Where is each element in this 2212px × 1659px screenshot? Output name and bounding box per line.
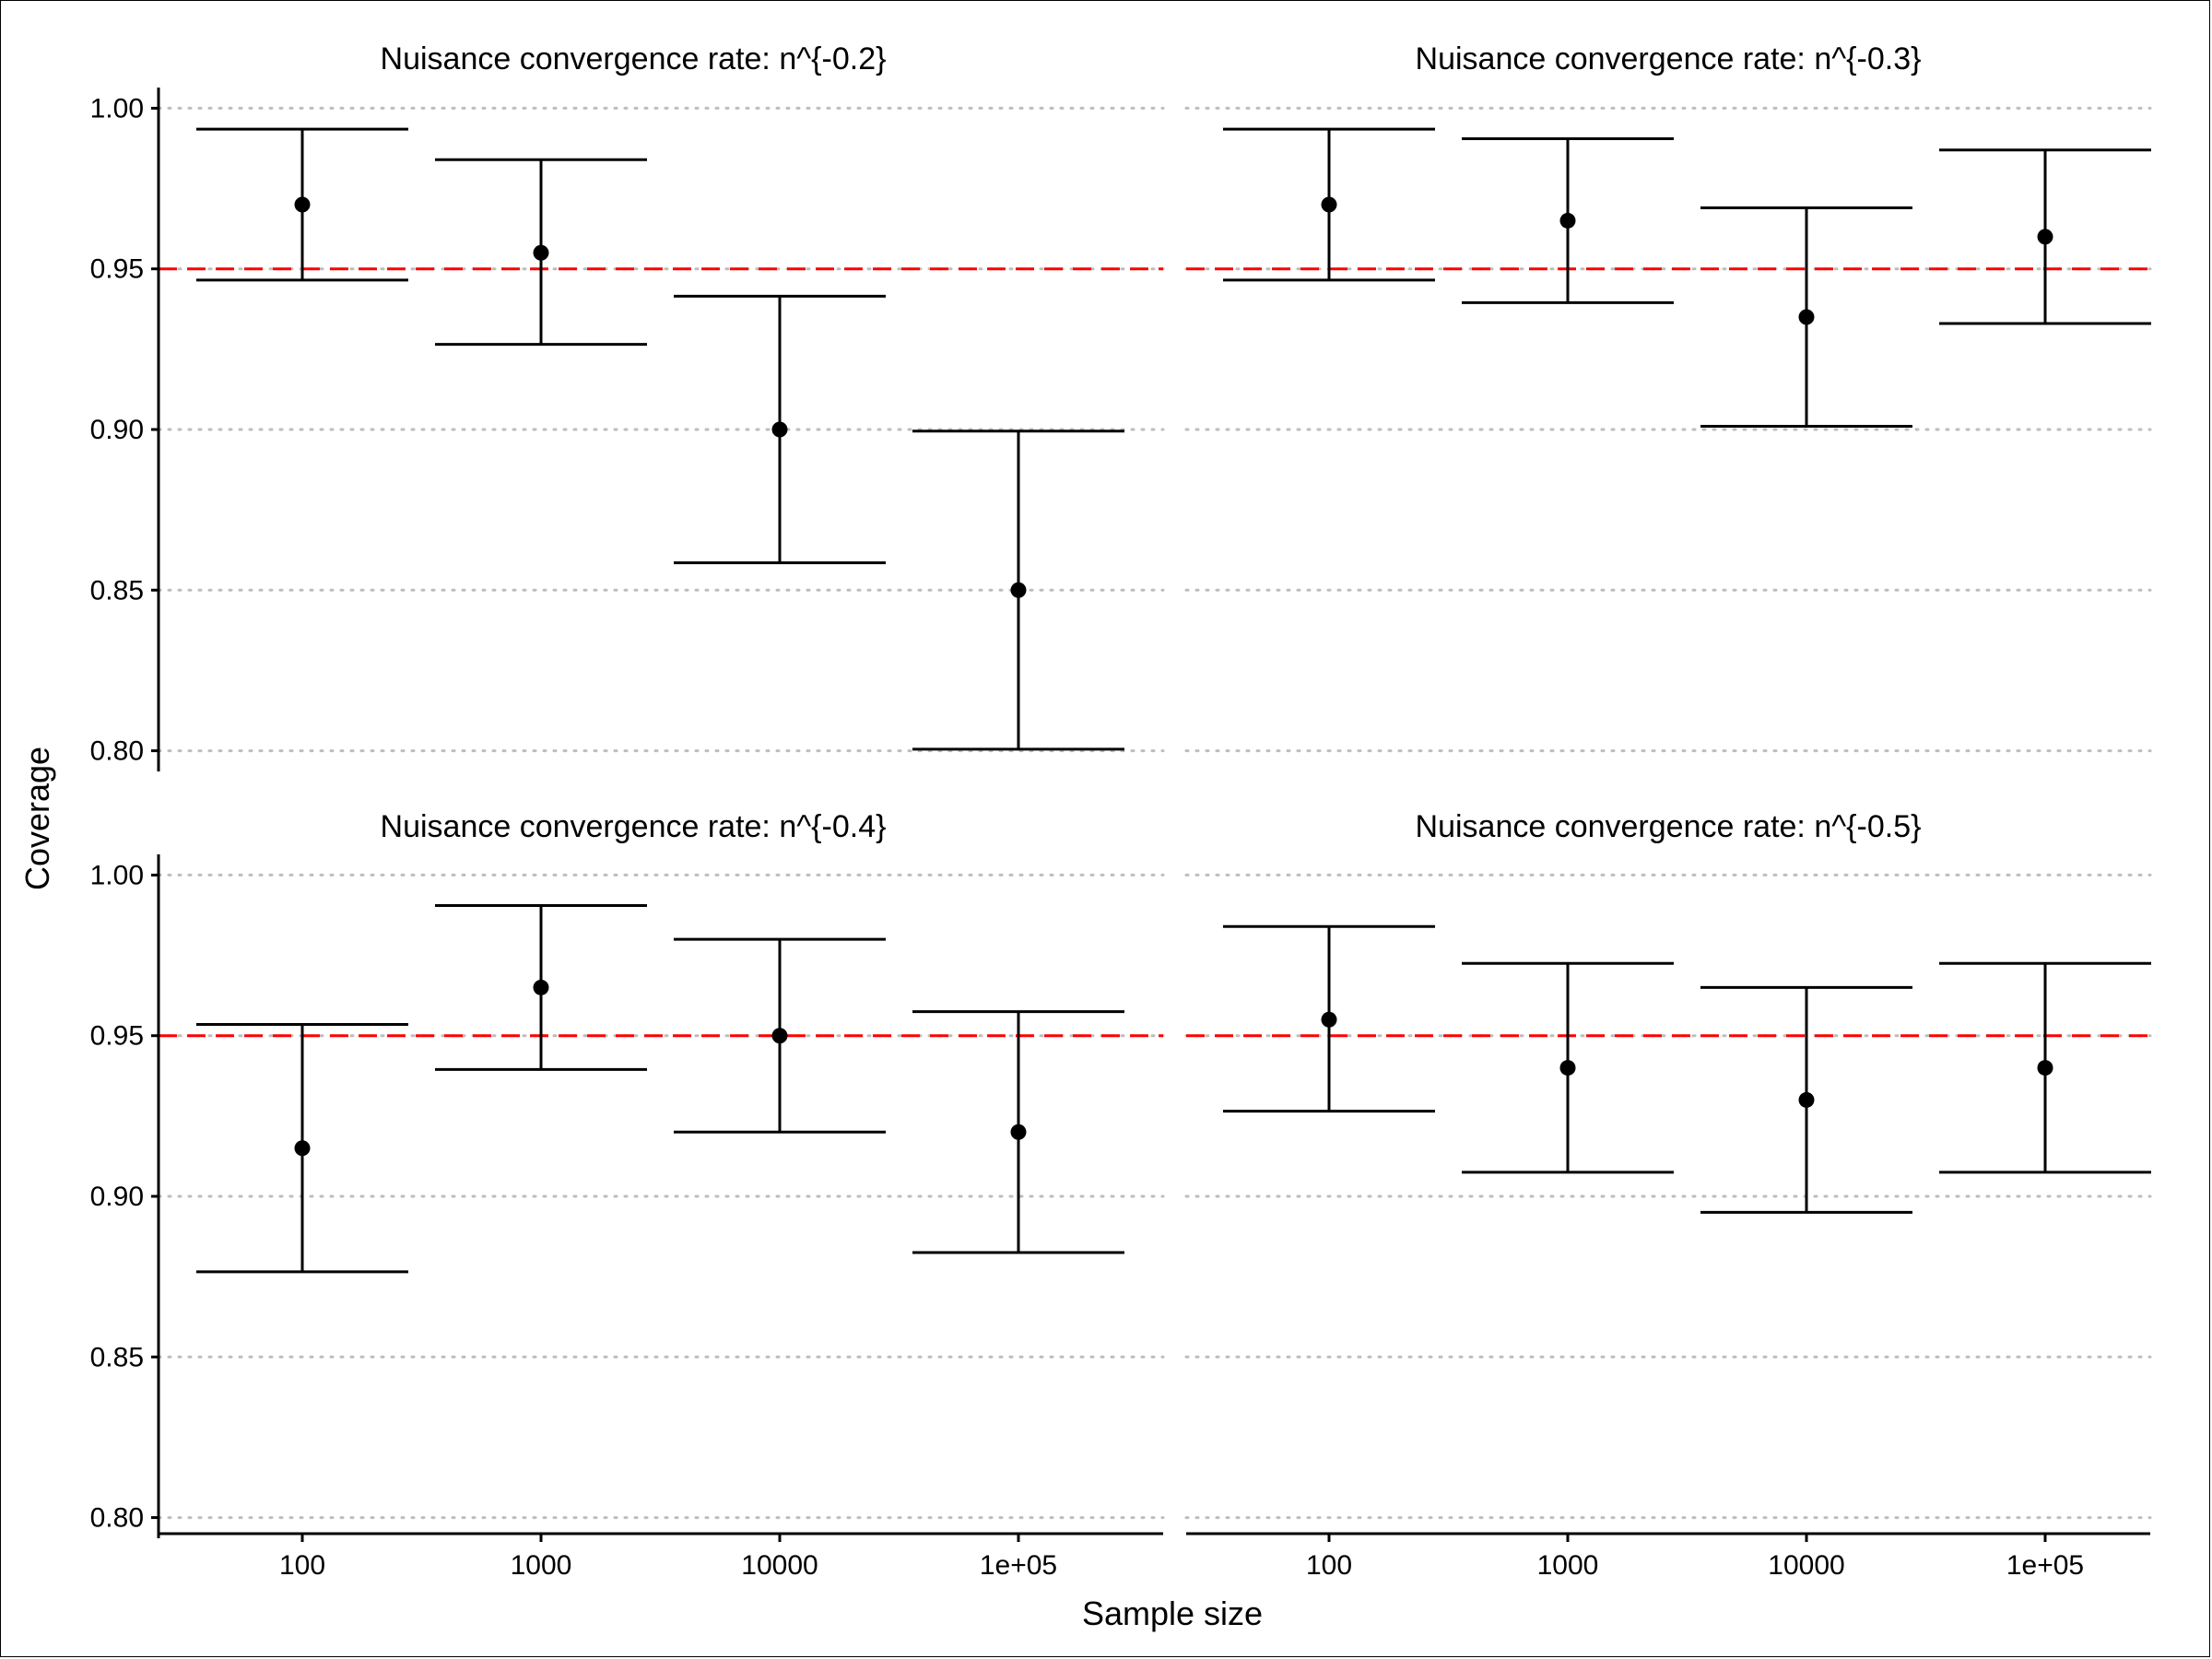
x-tick-label: 1000 [1537,1550,1599,1581]
data-point [294,196,311,213]
data-point [1321,1011,1337,1028]
data-point [771,1028,788,1044]
error-bar [1462,961,1674,1174]
y-tick-label: 0.85 [90,1342,144,1372]
y-tick-label: 0.90 [90,1182,144,1212]
x-tick-label: 100 [279,1550,325,1581]
data-point [533,244,549,261]
error-bar [912,1010,1124,1254]
x-tick-label: 1000 [511,1550,572,1581]
panel-1: Nuisance convergence rate: n^{-0.2} 0.80 0… [90,41,1165,771]
data-point [294,1140,311,1157]
data-point [2037,1060,2053,1077]
error-bar [1939,148,2151,325]
data-point [2037,229,2053,245]
error-bar [674,937,886,1134]
data-point [1559,212,1576,229]
x-axis-title: Sample size [1082,1594,1263,1632]
panel-4: Nuisance convergence rate: n^{-0.5} 100 10… [1184,809,2152,1581]
error-bar [435,904,647,1071]
y-tick-label: 1.00 [90,860,144,890]
x-tick-label: 10000 [1768,1550,1844,1581]
data-point [1010,582,1027,598]
error-bar [912,429,1124,751]
data-point [1798,1091,1815,1108]
y-tick-label: 1.00 [90,93,144,124]
y-axis-title: Coverage [18,747,56,890]
y-tick-label: 0.95 [90,254,144,285]
y-tick-label: 0.80 [90,1503,144,1534]
data-point [1798,309,1815,325]
error-bar [435,158,647,347]
y-tick-label: 0.85 [90,575,144,606]
y-tick-label: 0.90 [90,415,144,445]
panel-title: Nuisance convergence rate: n^{-0.5} [1416,809,1922,844]
y-tick-label: 0.80 [90,736,144,767]
error-bar [1939,961,2151,1174]
panel-2: Nuisance convergence rate: n^{-0.3} [1184,41,2152,753]
error-bar [1700,985,1912,1214]
data-point [533,979,549,995]
error-bar [1223,127,1435,282]
error-bar [1700,206,1912,429]
panel-title: Nuisance convergence rate: n^{-0.2} [381,41,887,76]
data-point [771,421,788,438]
data-point [1321,196,1337,213]
x-tick-label: 1e+05 [980,1550,1057,1581]
panel-title: Nuisance convergence rate: n^{-0.4} [381,809,887,844]
error-bar [1223,924,1435,1113]
x-tick-label: 100 [1306,1550,1352,1581]
x-tick-label: 10000 [741,1550,818,1581]
data-point [1559,1060,1576,1077]
data-point [1010,1124,1027,1140]
error-bar [1462,137,1674,304]
error-bar [196,127,408,282]
error-bar [196,1023,408,1274]
panel-3: Nuisance convergence rate: n^{-0.4} 0.80 0… [90,809,1165,1581]
error-bar [674,294,886,565]
y-tick-label: 0.95 [90,1021,144,1052]
x-tick-label: 1e+05 [2006,1550,2084,1581]
panel-title: Nuisance convergence rate: n^{-0.3} [1416,41,1922,76]
